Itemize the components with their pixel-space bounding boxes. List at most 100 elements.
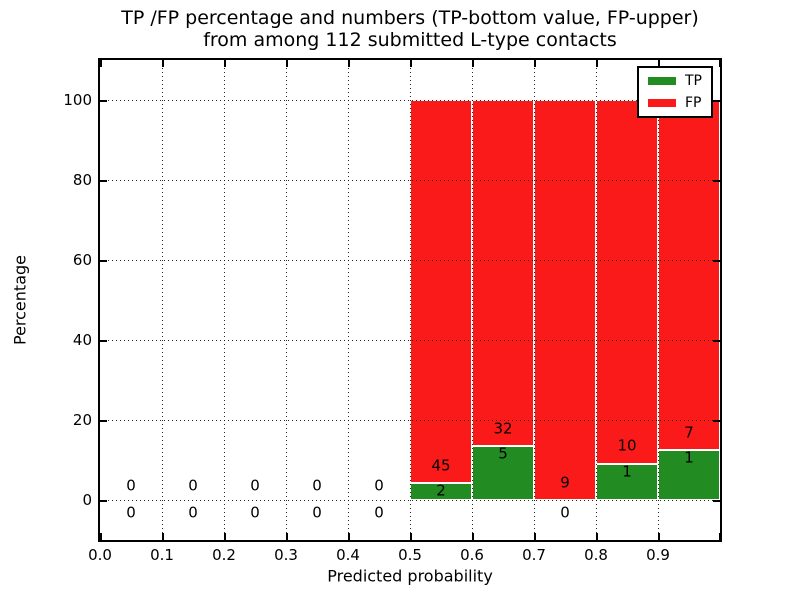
x-tick-mark-top bbox=[658, 60, 660, 67]
bar-fp-segment bbox=[534, 100, 596, 500]
tp-count-label: 0 bbox=[560, 503, 570, 522]
bar-fp-segment bbox=[410, 100, 472, 483]
gridline-vertical bbox=[286, 60, 287, 540]
bar-tp-segment bbox=[596, 463, 658, 500]
x-axis-label: Predicted probability bbox=[327, 566, 493, 586]
y-tick-mark-right bbox=[713, 340, 720, 342]
fp-count-label: 0 bbox=[250, 476, 260, 495]
fp-count-label: 0 bbox=[374, 476, 384, 495]
tp-count-label: 5 bbox=[498, 444, 508, 463]
y-tick-mark-right bbox=[713, 420, 720, 422]
gridline-vertical bbox=[224, 60, 225, 540]
x-tick-label: 0.6 bbox=[460, 546, 484, 564]
y-tick-label: 80 bbox=[72, 171, 92, 189]
x-tick-label: 0.9 bbox=[646, 546, 670, 564]
x-tick-mark-top bbox=[410, 60, 412, 67]
fp-count-label: 45 bbox=[431, 456, 451, 475]
y-tick-label: 60 bbox=[72, 251, 92, 269]
tp-legend-swatch-icon bbox=[648, 77, 676, 85]
bar-fp-segment bbox=[472, 100, 534, 446]
chart-title-line2: from among 112 submitted L-type contacts bbox=[203, 29, 617, 51]
y-tick-mark-right bbox=[713, 180, 720, 182]
x-tick-mark bbox=[162, 533, 164, 540]
gridline-vertical bbox=[534, 60, 535, 540]
x-tick-mark bbox=[718, 533, 720, 540]
x-tick-mark bbox=[100, 533, 102, 540]
x-tick-mark-top bbox=[286, 60, 288, 67]
x-tick-mark bbox=[348, 533, 350, 540]
x-tick-mark bbox=[224, 533, 226, 540]
y-tick-label: 0 bbox=[82, 491, 92, 509]
fp-count-label: 32 bbox=[493, 419, 513, 438]
legend-item-tp: TP bbox=[648, 74, 702, 88]
x-tick-mark-top bbox=[224, 60, 226, 67]
y-tick-mark-right bbox=[713, 500, 720, 502]
x-tick-label: 0.0 bbox=[88, 546, 112, 564]
x-tick-mark-top bbox=[534, 60, 536, 67]
legend-item-fp: FP bbox=[648, 96, 702, 110]
x-tick-label: 0.7 bbox=[522, 546, 546, 564]
x-tick-mark bbox=[472, 533, 474, 540]
x-tick-mark-top bbox=[348, 60, 350, 67]
x-tick-label: 0.4 bbox=[336, 546, 360, 564]
gridline-vertical bbox=[410, 60, 411, 540]
y-tick-label: 40 bbox=[72, 331, 92, 349]
x-tick-mark bbox=[658, 533, 660, 540]
bar-tp-segment bbox=[658, 450, 720, 500]
tp-count-label: 0 bbox=[312, 503, 322, 522]
x-tick-mark bbox=[286, 533, 288, 540]
fp-legend-swatch-icon bbox=[648, 99, 676, 107]
x-tick-mark bbox=[410, 533, 412, 540]
tp-count-label: 1 bbox=[622, 462, 632, 481]
tp-count-label: 2 bbox=[436, 481, 446, 500]
fp-count-label: 0 bbox=[126, 476, 136, 495]
y-tick-mark bbox=[100, 500, 107, 502]
fp-count-label: 0 bbox=[188, 476, 198, 495]
x-tick-label: 0.1 bbox=[150, 546, 174, 564]
fp-count-label: 9 bbox=[560, 473, 570, 492]
y-tick-mark bbox=[100, 340, 107, 342]
y-tick-mark bbox=[100, 260, 107, 262]
chart-title-line1: TP /FP percentage and numbers (TP-bottom… bbox=[121, 7, 699, 29]
legend-label-tp: TP bbox=[685, 73, 702, 89]
y-tick-mark bbox=[100, 420, 107, 422]
gridline-vertical bbox=[596, 60, 597, 540]
x-tick-label: 0.2 bbox=[212, 546, 236, 564]
plot-area: TP FP 0 0 0 0 0 0 0 0 0 0 45 2 32 5 9 0 10 1 7 1 bbox=[98, 58, 722, 542]
y-tick-mark bbox=[100, 100, 107, 102]
x-tick-mark-top bbox=[100, 60, 102, 67]
bar-tp-segment bbox=[472, 445, 534, 500]
gridline-vertical bbox=[348, 60, 349, 540]
x-tick-mark-top bbox=[162, 60, 164, 67]
tp-count-label: 0 bbox=[188, 503, 198, 522]
fp-count-label: 0 bbox=[312, 476, 322, 495]
bar-fp-segment bbox=[658, 100, 720, 450]
y-tick-mark-right bbox=[713, 260, 720, 262]
x-tick-mark bbox=[596, 533, 598, 540]
tp-count-label: 1 bbox=[684, 448, 694, 467]
x-tick-label: 0.3 bbox=[274, 546, 298, 564]
legend-label-fp: FP bbox=[685, 95, 702, 111]
y-axis-label: Percentage bbox=[10, 254, 30, 346]
y-tick-label: 20 bbox=[72, 411, 92, 429]
y-tick-mark bbox=[100, 180, 107, 182]
y-tick-mark-right bbox=[713, 100, 720, 102]
x-tick-mark-top bbox=[596, 60, 598, 67]
y-tick-label: 100 bbox=[63, 91, 92, 109]
fp-count-label: 7 bbox=[684, 423, 694, 442]
bar-fp-segment bbox=[596, 100, 658, 464]
gridline-vertical bbox=[658, 60, 659, 540]
tp-count-label: 0 bbox=[374, 503, 384, 522]
x-tick-mark-top bbox=[472, 60, 474, 67]
fp-count-label: 10 bbox=[617, 436, 637, 455]
tp-count-label: 0 bbox=[126, 503, 136, 522]
x-tick-label: 0.5 bbox=[398, 546, 422, 564]
gridline-vertical bbox=[472, 60, 473, 540]
gridline-vertical bbox=[162, 60, 163, 540]
x-tick-mark bbox=[534, 533, 536, 540]
chart-title: TP /FP percentage and numbers (TP-bottom… bbox=[100, 7, 720, 51]
x-tick-mark-top bbox=[718, 60, 720, 67]
legend: TP FP bbox=[637, 66, 713, 118]
x-tick-label: 0.8 bbox=[584, 546, 608, 564]
